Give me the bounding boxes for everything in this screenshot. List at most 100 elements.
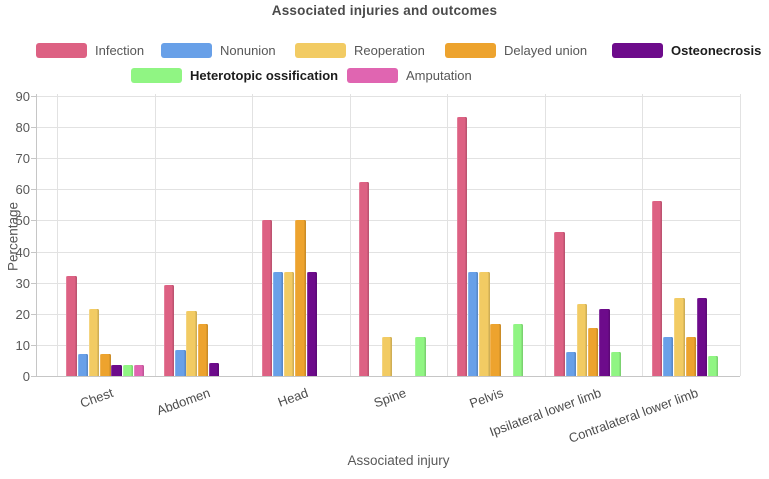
y-tick-label: 30 (15, 275, 30, 291)
bar-reoperation (576, 304, 588, 376)
x-gridline (447, 94, 449, 376)
bar-infection (651, 200, 663, 376)
legend-label: Osteonecrosis (671, 42, 762, 58)
bar-amputation (133, 364, 145, 376)
x-gridline (154, 94, 156, 376)
legend-swatch-osteonecrosis (612, 42, 663, 58)
y-tick-label: 50 (15, 213, 30, 229)
bar-infection (456, 116, 468, 376)
legend-label: Delayed union (504, 42, 588, 58)
bar-delayed-union (100, 353, 111, 376)
y-gridline (36, 127, 740, 129)
bar-nonunion (77, 353, 88, 376)
bar-reoperation (284, 272, 295, 376)
bar-infection (66, 276, 77, 376)
legend-label: Heterotopic ossification (190, 67, 339, 83)
bar-nonunion (272, 272, 284, 376)
bar-osteonecrosis (696, 298, 708, 376)
y-tick-mark (31, 344, 36, 346)
bar-infection (359, 181, 370, 376)
y-tick-label: 20 (15, 306, 30, 322)
y-tick-mark (31, 127, 36, 129)
bar-nonunion (467, 272, 479, 376)
y-gridline (36, 220, 740, 222)
bar-heterotopic-ossification (512, 324, 524, 376)
y-tick-mark (31, 313, 36, 315)
legend-item-heterotopic-ossification[interactable]: Heterotopic ossification (131, 67, 338, 83)
bar-delayed-union (490, 324, 501, 376)
legend-swatch-infection (36, 42, 87, 58)
x-axis-line (36, 376, 740, 377)
x-gridline (57, 94, 58, 376)
y-gridline (36, 251, 740, 253)
y-gridline (36, 282, 740, 284)
legend: Infection Nonunion Reoperation Delayed unio… (0, 0, 769, 90)
bar-delayed-union (295, 220, 306, 376)
bar-infection (261, 220, 272, 376)
legend-swatch-amputation (347, 67, 398, 83)
bar-osteonecrosis (599, 309, 610, 376)
bar-heterotopic-ossification (122, 364, 133, 376)
y-tick-label: 90 (15, 89, 30, 104)
bar-reoperation (674, 298, 685, 376)
bar-reoperation (186, 311, 197, 376)
legend-label: Amputation (406, 67, 472, 83)
y-gridline (36, 313, 740, 315)
y-gridline (36, 96, 740, 97)
y-tick-mark (31, 158, 36, 160)
legend-swatch-nonunion (161, 42, 212, 58)
bar-delayed-union (197, 324, 209, 376)
y-tick-label: 40 (15, 244, 30, 260)
x-axis-title: Associated injury (347, 453, 450, 468)
legend-swatch-heterotopic-ossification (131, 67, 182, 83)
legend-item-nonunion[interactable]: Nonunion (161, 42, 276, 58)
legend-swatch-delayed-union (445, 42, 496, 58)
bar-nonunion (175, 350, 186, 376)
legend-label: Nonunion (220, 42, 276, 58)
bar-nonunion (663, 337, 674, 376)
legend-item-infection[interactable]: Infection (36, 42, 144, 58)
y-tick-label: 0 (22, 369, 30, 384)
y-tick-mark (31, 282, 36, 284)
bar-heterotopic-ossification (610, 352, 621, 376)
bar-reoperation (479, 272, 490, 376)
y-tick-mark (31, 376, 36, 377)
x-gridline (252, 94, 254, 376)
y-tick-label: 10 (15, 337, 30, 353)
y-tick-mark (31, 251, 36, 253)
bar-reoperation (88, 309, 100, 376)
legend-item-reoperation[interactable]: Reoperation (295, 42, 425, 58)
y-tick-mark (31, 189, 36, 191)
chart-title: Associated injuries and outcomes (271, 3, 498, 18)
bar-heterotopic-ossification (415, 337, 426, 376)
x-gridline (740, 94, 741, 376)
bar-nonunion (565, 352, 576, 376)
bar-delayed-union (685, 337, 696, 376)
y-tick-mark (31, 220, 36, 222)
y-axis-title: Percentage (5, 201, 21, 272)
y-gridline (36, 189, 740, 191)
y-tick-label: 60 (15, 182, 30, 198)
bar-infection (163, 285, 175, 376)
x-gridline (349, 94, 351, 376)
y-tick-mark (31, 96, 36, 97)
y-tick-label: 80 (15, 120, 30, 136)
y-axis-line (36, 94, 37, 377)
y-tick-label: 70 (15, 151, 30, 167)
bar-reoperation (381, 337, 392, 376)
legend-item-amputation[interactable]: Amputation (347, 67, 472, 83)
x-gridline (544, 94, 546, 376)
bar-delayed-union (588, 328, 599, 376)
legend-item-osteonecrosis[interactable]: Osteonecrosis (612, 42, 761, 58)
legend-item-delayed-union[interactable]: Delayed union (445, 42, 587, 58)
bar-osteonecrosis (208, 362, 220, 376)
bar-osteonecrosis (111, 364, 122, 376)
legend-label: Reoperation (354, 42, 425, 58)
y-gridline (36, 158, 740, 160)
bar-heterotopic-ossification (708, 356, 719, 376)
x-gridline (642, 94, 644, 376)
bar-osteonecrosis (306, 272, 317, 376)
legend-swatch-reoperation (295, 42, 346, 58)
